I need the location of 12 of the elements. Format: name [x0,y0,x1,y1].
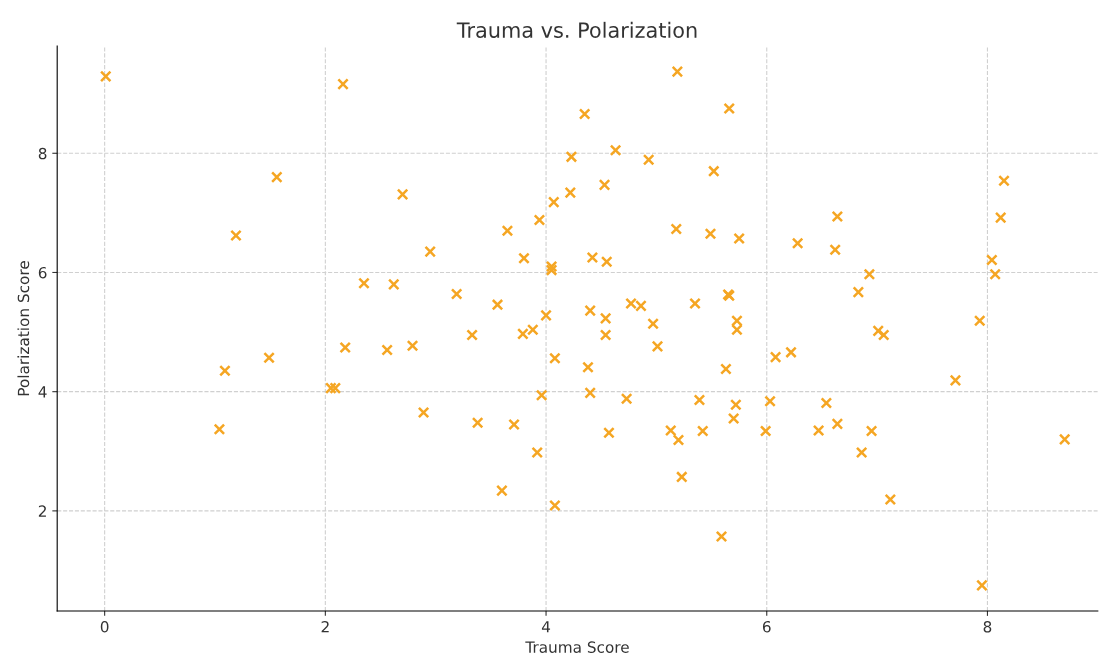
x-tick-label: 2 [321,621,329,633]
x-tick-label: 0 [100,621,109,633]
y-tick-label: 8 [38,147,47,160]
x-tick-label: 8 [983,621,992,633]
x-axis-title: Trauma Score [525,641,629,653]
y-tick-label: 4 [38,386,47,398]
y-tick-label: 2 [38,505,46,517]
x-tick-label: 6 [762,621,771,633]
x-tick-label: 4 [541,621,551,633]
y-tick-label: 6 [38,266,47,279]
chart-title: Trauma vs. Polarization [456,21,697,38]
y-axis-title: Polarization Score [17,261,30,396]
